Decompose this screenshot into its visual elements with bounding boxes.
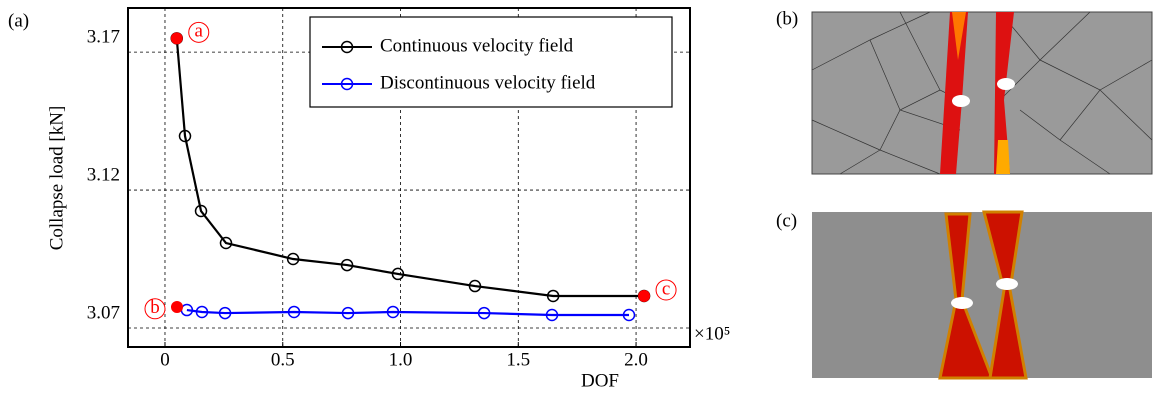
legend-label: Continuous velocity field (380, 35, 574, 56)
mesh-image-b (812, 12, 1152, 174)
legend-box (310, 17, 672, 107)
inset-label: (b) (776, 8, 798, 29)
highlight-point (638, 290, 650, 302)
mesh-image-c (812, 212, 1152, 378)
x-tick-label: 0.5 (271, 349, 295, 370)
y-tick-label: 3.12 (87, 164, 120, 185)
highlight-point (171, 301, 183, 313)
x-tick-label: 1.5 (506, 349, 530, 370)
highlight-point (171, 32, 183, 44)
point-label: c (662, 278, 670, 299)
panel-label: (a) (8, 10, 29, 31)
point-label: a (195, 21, 204, 42)
inset-label: (c) (776, 210, 797, 231)
x-multiplier: ×10⁵ (694, 323, 730, 344)
x-tick-label: 1.0 (389, 349, 413, 370)
y-tick-label: 3.17 (87, 26, 120, 47)
legend-label: Discontinuous velocity field (380, 72, 596, 93)
y-tick-label: 3.07 (87, 302, 120, 323)
figure: (a) Collapse load [kN] DOF ×10⁵ (b) (c) … (0, 0, 1155, 396)
x-tick-label: 2.0 (624, 349, 648, 370)
x-tick-label: 0 (160, 349, 170, 370)
series-line (187, 310, 629, 315)
x-axis-label: DOF (581, 370, 619, 391)
y-axis-label: Collapse load [kN] (46, 106, 67, 251)
point-label: b (150, 297, 160, 318)
